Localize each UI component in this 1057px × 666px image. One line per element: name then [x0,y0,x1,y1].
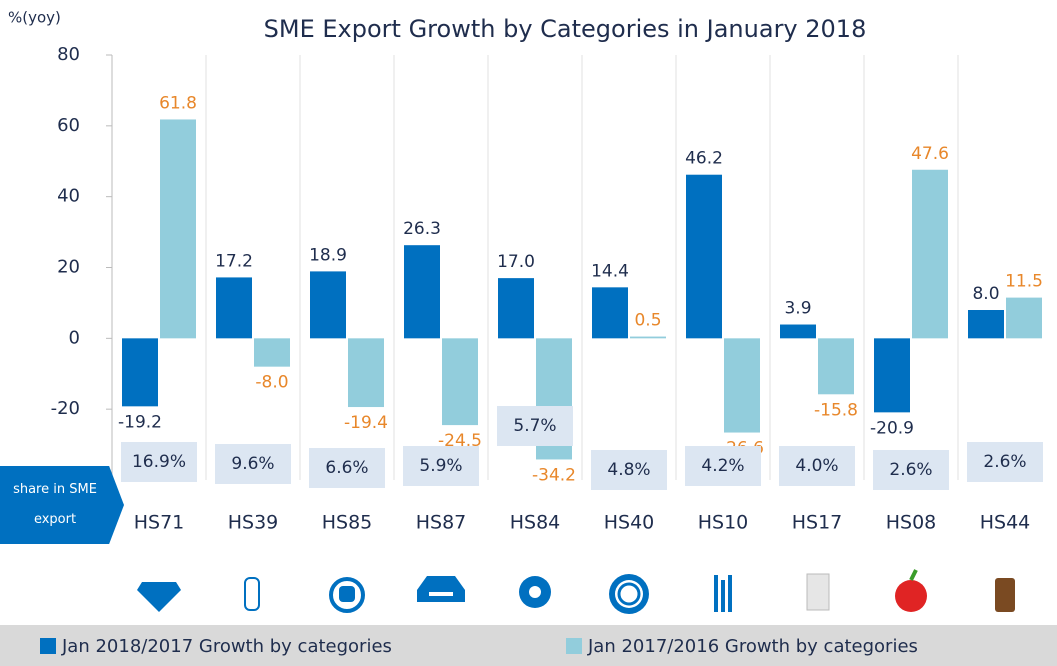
bar [968,310,1004,339]
data-label: 46.2 [685,149,723,169]
icons [137,569,1015,614]
data-label: 61.8 [159,93,197,113]
share-box [685,446,761,486]
share-value: 4.2% [701,456,744,476]
data-label: 8.0 [972,284,999,304]
legend-bg [0,625,1057,666]
data-label: -8.0 [255,373,288,393]
data-label: 47.6 [911,144,949,164]
data-label: 18.9 [309,245,347,265]
bar [498,278,534,339]
share-box [403,446,479,486]
y-tick-label: 0 [69,327,80,348]
x-tick-label: HS85 [322,512,373,534]
bar [254,338,290,367]
y-axis-label: %(yoy) [8,9,61,27]
data-label: -19.4 [344,413,388,433]
share-box [967,442,1043,482]
bar [912,169,948,339]
data-label: 17.0 [497,252,535,272]
share-value: 2.6% [889,460,932,480]
bar [216,277,252,339]
share-value: 4.8% [607,460,650,480]
x-tick-label: HS84 [510,512,561,534]
data-label: -19.2 [118,412,162,432]
bar [724,338,760,433]
y-tick-label: 60 [57,115,80,136]
chart-title: SME Export Growth by Categories in Janua… [264,15,867,43]
legend-swatch [40,638,56,654]
data-label: -15.8 [814,400,858,420]
bar [122,338,158,407]
share-box [873,450,949,490]
bar [442,338,478,426]
x-tick-label: HS08 [886,512,937,534]
share-value: 5.7% [513,416,556,436]
x-tick-label: HS87 [416,512,467,534]
share-box [215,444,291,484]
x-tick-label: HS39 [228,512,279,534]
share-box [121,442,197,482]
data-label: 11.5 [1005,272,1043,292]
y-tick-label: 80 [57,44,80,65]
y-tick-label: 40 [57,186,80,207]
share-value: 5.9% [419,456,462,476]
x-tick-label: HS40 [604,512,655,534]
bar [686,174,722,339]
x-tick-label: HS71 [134,512,185,534]
bar [348,338,384,408]
bar [404,245,440,339]
share-value: 9.6% [231,454,274,474]
x-tick-label: HS17 [792,512,843,534]
bar [592,287,628,339]
share-value: 16.9% [132,452,186,472]
bar [1006,297,1042,339]
share-value: 6.6% [325,458,368,478]
x-tick-label: HS44 [980,512,1031,534]
data-label: -34.2 [532,465,576,485]
share-box [779,446,855,486]
y-tick-label: 20 [57,257,80,278]
bar [874,338,910,413]
y-tick-label: -20 [51,398,80,419]
bar [630,336,666,339]
share-value: 4.0% [795,456,838,476]
data-label: 3.9 [784,299,811,319]
share-value: 2.6% [983,452,1026,472]
data-label: 0.5 [634,311,661,331]
share-box [497,406,573,446]
bar [160,119,196,339]
x-tick-label: HS10 [698,512,749,534]
bar [818,338,854,395]
data-label: 14.4 [591,261,629,281]
legend-swatch [566,638,582,654]
share-box [591,450,667,490]
legend-label: Jan 2018/2017 Growth by categories [61,636,392,657]
data-label: 26.3 [403,219,441,239]
bar [780,324,816,339]
data-label: 17.2 [215,251,253,271]
data-label: -20.9 [870,418,914,438]
bar [310,271,346,339]
share-box [309,448,385,488]
legend-label: Jan 2017/2016 Growth by categories [587,636,918,657]
share-label: share in SME export [0,466,124,544]
